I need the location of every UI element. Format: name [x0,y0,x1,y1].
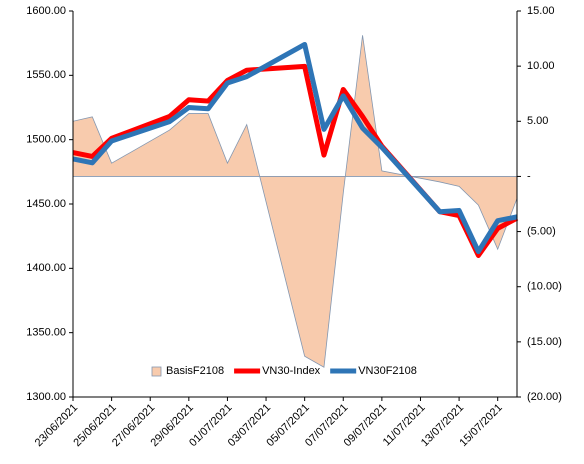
y2-tick-label: - [527,170,531,182]
legend-swatch [151,366,162,377]
y2-tick-label: 5.00 [527,115,548,127]
y2-tick-label: (5.00) [527,225,556,237]
y-tick-label: 1350.00 [26,327,66,339]
line [72,41,518,255]
y-tick-label: 1400.00 [26,262,66,274]
y-tick-label: 1500.00 [26,134,66,146]
y2-tick-label: (15.00) [527,336,562,348]
legend: BasisF2108 VN30-Index VN30F2108 [151,365,417,377]
y-tick-label: 1450.00 [26,198,66,210]
y-tick-label: 1300.00 [26,391,66,403]
legend-label: VN30F2108 [358,365,417,377]
y2-tick-label: (10.00) [527,281,562,293]
y-tick-label: 1600.00 [26,5,66,17]
area [72,35,518,368]
y-tick-label: 1550.00 [26,69,66,81]
y2-tick-label: (20.00) [527,391,562,403]
legend-label: VN30-Index [262,365,321,377]
y2-tick-label: 15.00 [527,5,555,17]
legend-label: BasisF2108 [166,365,224,377]
y2-tick-label: 10.00 [527,60,555,72]
